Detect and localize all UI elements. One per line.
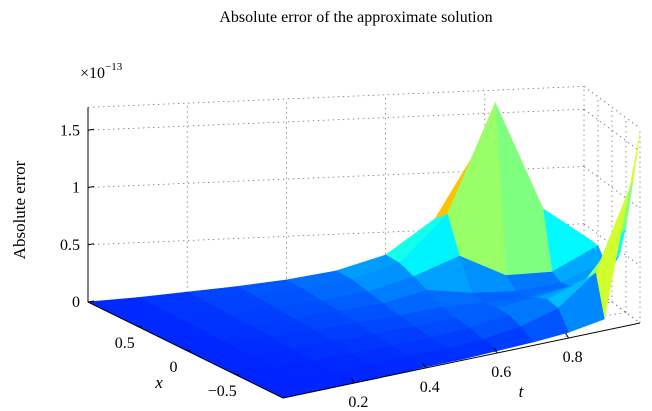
t-tick-label: 0.2	[348, 394, 368, 411]
x-tick-label: −0.5	[208, 383, 237, 400]
z-multiplier-label: ×10−13	[80, 61, 123, 82]
z-tick-label: 1	[72, 180, 80, 197]
error-surface	[86, 102, 641, 399]
z-tick-mark	[87, 186, 95, 188]
t-axis-line	[282, 322, 641, 399]
z-multiplier-base: ×10	[80, 65, 105, 82]
t-tick-mark	[350, 377, 355, 384]
x-tick-label: 0.5	[115, 335, 135, 352]
x-axis-label: x	[154, 373, 163, 392]
floor-edge-far	[583, 280, 641, 324]
t-tick-label: 0.6	[491, 364, 511, 381]
t-tick-label: 0.8	[563, 349, 583, 366]
z-tick-label: 1.5	[60, 122, 80, 139]
z-gridline-side	[583, 166, 641, 209]
z-tick-mark	[87, 128, 95, 131]
x-tick-label: 0	[170, 359, 178, 376]
z-gridline-back	[87, 108, 585, 131]
axes-layer: 0 0.5 1 1.5 0.5 0 −0.5 0.2 0.4 0.6 0.8	[60, 107, 641, 411]
surface-patch	[595, 134, 641, 320]
x-tick-mark	[234, 373, 240, 376]
chart-title: Absolute error of the approximate soluti…	[219, 9, 492, 26]
z-tick-label: 0	[72, 294, 80, 311]
x-tick-mark	[185, 349, 191, 352]
top-edge-back	[87, 85, 585, 108]
t-tick-label: 0.4	[420, 379, 440, 396]
z-tick-mark	[87, 300, 95, 303]
z-tick-mark	[87, 243, 95, 246]
z-axis-label: Absolute error	[10, 160, 29, 259]
t-axis-label: t	[519, 382, 525, 401]
z-multiplier-exponent: −13	[105, 61, 123, 73]
t-tick-mark	[493, 347, 498, 354]
z-tick-label: 0.5	[60, 237, 80, 254]
top-edge-side	[583, 86, 641, 129]
z-gridline-side	[583, 108, 641, 152]
t-tick-mark	[422, 362, 427, 369]
x-tick-mark	[136, 325, 142, 328]
t-tick-mark	[565, 332, 570, 339]
